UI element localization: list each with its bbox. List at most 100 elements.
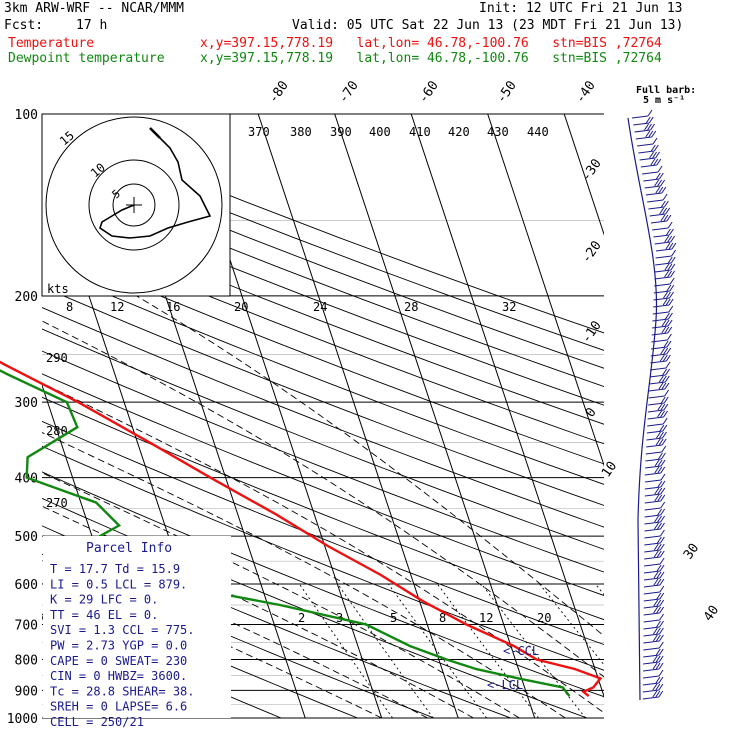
hodograph-inset: 15 10 5 kts [41, 113, 231, 297]
wind-barb-shaft [643, 591, 660, 595]
hodograph-trace-upper [149, 127, 161, 139]
wind-barb-flag [658, 648, 664, 656]
wind-barb-shaft [655, 255, 672, 259]
theta-label: 400 [369, 125, 391, 139]
theta-label: 440 [527, 125, 549, 139]
dry-adiabat [42, 396, 604, 621]
wind-barb-flag [660, 480, 666, 488]
wind-barb-flag [656, 431, 661, 439]
wind-barb-shaft [649, 213, 666, 217]
wind-barb-flag [658, 676, 664, 684]
isotherm-label: -80 [266, 78, 292, 106]
mixing-ratio-label: 8 [66, 300, 73, 314]
mixing-ratio-label: 20 [234, 300, 248, 314]
dewpoint-location: x,y=397.15,778.19 lat,lon= 46.78,-100.76… [200, 51, 662, 66]
wind-barb-flag [666, 347, 672, 355]
wind-barb-flag [650, 158, 656, 166]
wind-barb-flag [666, 340, 672, 348]
mixing-ratio-label: 20 [537, 611, 551, 625]
wind-barb-flag [662, 354, 668, 362]
wind-barb-flag [664, 263, 670, 271]
wind-barb-flag [645, 130, 651, 138]
wind-barb-shaft [639, 157, 656, 161]
wind-barb-flag [665, 298, 671, 306]
wind-barb-flag [658, 641, 664, 649]
wind-barb-flag [656, 606, 662, 614]
wind-barb-flag [653, 627, 658, 635]
wind-barb-flag [655, 690, 661, 698]
isotherm-label: -60 [416, 78, 442, 106]
wind-barb-flag [659, 620, 664, 628]
wind-barb-flag [659, 571, 665, 579]
mixing-ratio-label: 8 [439, 611, 446, 625]
parcel-info-row: CELL = 250/21 [50, 715, 144, 729]
mixing-ratio-line [337, 583, 434, 718]
wind-barb-flag [658, 172, 664, 180]
wind-key-units: 5 m s⁻¹ [643, 95, 685, 106]
temperature-location: x,y=397.15,778.19 lat,lon= 46.78,-100.76… [200, 36, 662, 51]
mixing-ratio-line [299, 583, 393, 718]
wind-barb-shaft [643, 577, 661, 581]
wind-barb-shaft [647, 199, 664, 203]
wind-barb-shaft [644, 570, 661, 574]
isotherm-label: -30 [579, 156, 605, 184]
wind-barb-shaft [652, 311, 669, 315]
wind-barb-shaft [634, 129, 651, 133]
theta-label: 420 [448, 125, 470, 139]
wind-barb-shaft [644, 486, 661, 490]
wind-column-edge [627, 117, 658, 701]
wind-barb-flag [670, 270, 675, 278]
wind-barb-flag [655, 662, 661, 670]
wind-key-title: Full barb: [636, 85, 696, 96]
parcel-info-row: CAPE = 0 SWEAT= 230 [50, 654, 187, 668]
wind-barb-flag [661, 382, 667, 390]
wind-barb-flag [665, 354, 671, 362]
wind-barb-flag [657, 487, 663, 495]
wind-barb-shaft [642, 689, 659, 693]
pressure-axis-labels: 100 200 300 400 500 600 700 800 900 1000 [7, 108, 38, 727]
wind-barb-shaft [642, 682, 660, 686]
wind-barb-flag [660, 473, 666, 481]
wind-barb-flag [663, 214, 669, 222]
wind-barb-flag [663, 347, 669, 355]
wind-barb-shaft [648, 402, 665, 406]
moist-adiabat [42, 472, 520, 718]
wind-barb-flag [659, 431, 664, 439]
theta-label: 430 [487, 125, 509, 139]
wind-barb-shaft [638, 150, 655, 154]
wind-barb-flag [664, 375, 670, 383]
wind-barb-flag [659, 564, 665, 572]
wind-barb-flag [664, 235, 670, 243]
wind-barb-shaft [633, 122, 650, 126]
mixing-ratio-label: 2 [298, 611, 305, 625]
wind-barb-shaft [651, 332, 668, 336]
wind-barb-flag [664, 389, 670, 397]
wind-barb-flag [659, 424, 665, 432]
wind-barb-flag [660, 515, 665, 523]
wind-barb-flag [666, 284, 672, 292]
wind-barb-flag [658, 669, 664, 677]
wind-barb-flag [650, 144, 656, 152]
wind-barb-flag [652, 662, 658, 670]
dewpoint-profile [0, 369, 571, 697]
wind-barb-flag [655, 648, 661, 656]
wind-barb-flag [651, 130, 657, 138]
lcl-marker: <-LCL [487, 678, 523, 692]
wind-barb-flag [656, 543, 662, 551]
mixing-ratio-label: 32 [502, 300, 516, 314]
pressure-label: 600 [15, 578, 38, 593]
wind-barb-flag [655, 186, 661, 194]
wind-barb-flag [664, 326, 670, 334]
pressure-label: 300 [15, 396, 38, 411]
temperature-profile [0, 360, 603, 698]
wind-barb-flag [650, 123, 655, 131]
isotherm-line [42, 614, 77, 718]
wind-barb-flag [657, 466, 663, 474]
isotherm-label: 10 [599, 459, 620, 480]
wind-barb-flag [655, 655, 661, 663]
wind-barb-flag [666, 291, 671, 299]
wind-barb-flag [660, 214, 666, 222]
wind-barb-shaft [652, 325, 669, 329]
wind-barb-flag [658, 438, 664, 446]
wind-barb-flag [660, 410, 665, 418]
